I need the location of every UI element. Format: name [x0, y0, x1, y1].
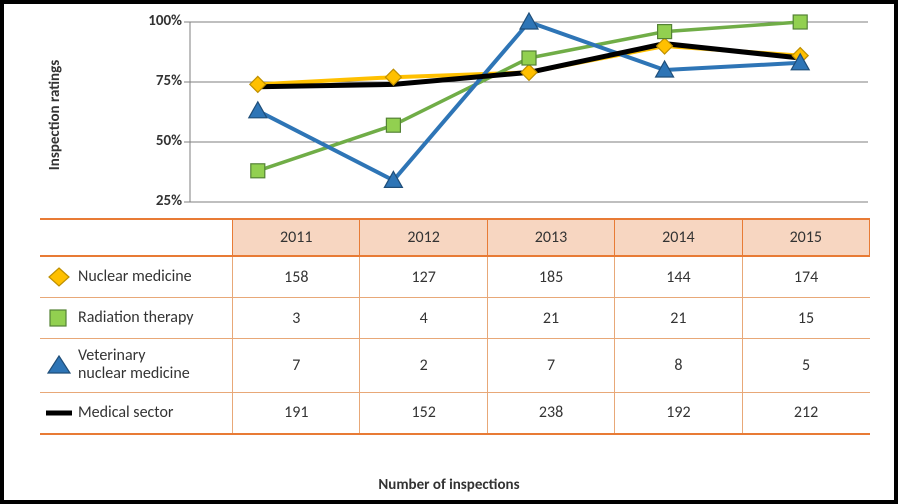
legend-cell: Nuclear medicine: [40, 256, 233, 298]
table-cell: 3: [233, 298, 360, 339]
chart-area: Inspection ratings 25% 50% 75% 100%: [40, 10, 870, 210]
table-cell: 4: [360, 298, 487, 339]
legend-marker-icon: [44, 306, 74, 330]
x-axis-title: Number of inspections: [4, 476, 894, 494]
legend-marker-icon: [44, 265, 74, 289]
table-cell: 15: [742, 298, 869, 339]
table-cell: 152: [360, 392, 487, 434]
table-cell: 191: [233, 392, 360, 434]
table-row: Nuclear medicine 158127185144174: [40, 256, 870, 298]
table-row: Veterinarynuclear medicine72785: [40, 339, 870, 393]
series-label: Nuclear medicine: [78, 268, 192, 286]
series-label: Medical sector: [78, 404, 174, 422]
table-row: Medical sector 191152238192212: [40, 392, 870, 434]
table-cell: 7: [487, 339, 614, 393]
table-cell: 21: [615, 298, 742, 339]
table-cell: 185: [487, 256, 614, 298]
table-header-year: 2012: [360, 219, 487, 256]
table-cell: 8: [615, 339, 742, 393]
table-header-year: 2015: [742, 219, 869, 256]
table-cell: 144: [615, 256, 742, 298]
table-header-year: 2011: [233, 219, 360, 256]
line-chart: [40, 10, 870, 210]
table-row: Radiation therapy34212115: [40, 298, 870, 339]
table-cell: 7: [233, 339, 360, 393]
legend-marker-icon: [44, 353, 74, 377]
table-cell: 158: [233, 256, 360, 298]
y-tick-label: 25%: [132, 192, 182, 210]
inspections-table: 2011 2012 2013 2014 2015 Nuclear medicin…: [40, 218, 870, 435]
table-header-row: 2011 2012 2013 2014 2015: [40, 219, 870, 256]
y-tick-label: 100%: [132, 12, 182, 30]
series-label: Radiation therapy: [78, 309, 194, 327]
legend-cell: Medical sector: [40, 392, 233, 434]
table-cell: 2: [360, 339, 487, 393]
legend-marker-icon: [44, 401, 74, 425]
figure-frame: Inspection ratings 25% 50% 75% 100% 2011 20…: [0, 0, 898, 504]
table-cell: 212: [742, 392, 869, 434]
y-tick-label: 50%: [132, 132, 182, 150]
table-cell: 174: [742, 256, 869, 298]
table-cell: 238: [487, 392, 614, 434]
legend-cell: Radiation therapy: [40, 298, 233, 339]
table-cell: 192: [615, 392, 742, 434]
series-label: Veterinarynuclear medicine: [78, 347, 190, 384]
table-cell: 21: [487, 298, 614, 339]
legend-cell: Veterinarynuclear medicine: [40, 339, 233, 393]
table-header-year: 2013: [487, 219, 614, 256]
table-header-blank: [40, 219, 233, 256]
table-header-year: 2014: [615, 219, 742, 256]
table-cell: 127: [360, 256, 487, 298]
table-cell: 5: [742, 339, 869, 393]
y-tick-label: 75%: [132, 72, 182, 90]
y-axis-title: Inspection ratings: [46, 20, 64, 210]
